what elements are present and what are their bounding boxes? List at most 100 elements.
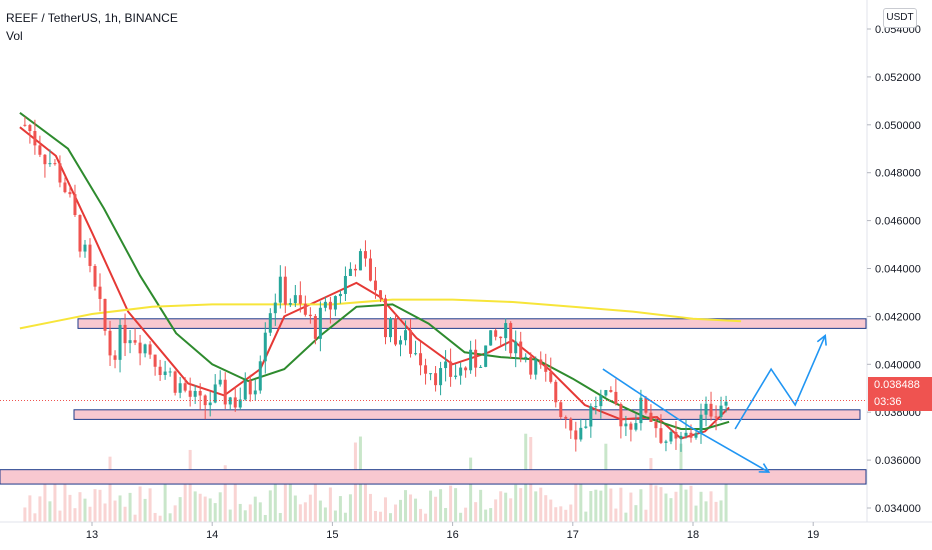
candle (28, 123, 32, 144)
volume-bar (444, 507, 448, 522)
candle (569, 417, 573, 439)
candle-body (243, 380, 247, 400)
bar-countdown-tag: 03:36 (868, 394, 932, 411)
candle-body (584, 426, 588, 428)
price-tick-label: 0.044000 (875, 264, 921, 276)
candle-body (98, 286, 102, 299)
volume-bar (504, 492, 508, 522)
volume-bar (594, 489, 598, 522)
volume-bar (218, 492, 222, 522)
candle (353, 264, 357, 277)
price-axis[interactable]: 0.0540000.0520000.0500000.0480000.046000… (867, 24, 921, 515)
candle (138, 334, 142, 366)
candle (534, 356, 538, 380)
time-axis[interactable]: 13 14 15 16 17 18 19 (86, 522, 819, 541)
candle (664, 439, 668, 452)
volume-bar (288, 483, 292, 522)
candle (649, 404, 653, 423)
volume-bar (388, 513, 392, 522)
currency-button[interactable]: USDT (883, 8, 917, 28)
candle (93, 264, 97, 291)
candle (373, 266, 377, 299)
volume-bar (343, 512, 347, 522)
volume-bar (368, 493, 372, 522)
volume-bar (98, 489, 102, 522)
candle-body (569, 418, 573, 431)
candle (298, 281, 302, 313)
zone (77, 318, 867, 329)
volume-bar (303, 502, 307, 522)
candle-body (579, 427, 583, 440)
candle-body (719, 405, 723, 417)
volume-bar (48, 501, 52, 522)
candle-body (444, 361, 448, 369)
volume-bar (499, 491, 503, 522)
candle (213, 374, 217, 404)
candle (444, 350, 448, 382)
candle-body (78, 215, 82, 252)
candle-body (323, 301, 327, 308)
candle (48, 149, 52, 167)
volume-bar (33, 513, 37, 522)
candle (388, 317, 392, 343)
candle (624, 415, 628, 437)
candle-body (233, 397, 237, 408)
volume-bar (609, 488, 613, 522)
candle-body (564, 416, 568, 419)
volume-bar (308, 494, 312, 522)
candle (308, 307, 312, 324)
volume-bar (654, 485, 658, 522)
candle (674, 421, 678, 450)
candle-body (153, 354, 157, 367)
volume-bar (43, 482, 47, 522)
candle-body (188, 390, 192, 397)
candle-body (263, 332, 267, 362)
candle (338, 290, 342, 304)
candle-body (273, 302, 277, 314)
volume-bar (519, 488, 523, 522)
candle (609, 386, 613, 393)
candle (43, 154, 47, 178)
candle-body (674, 432, 678, 439)
candle-body (669, 432, 673, 442)
volume-bar (233, 484, 237, 522)
volume-legend-label: Vol (6, 29, 23, 43)
volume-bar (394, 504, 398, 522)
candle-body (694, 433, 698, 438)
candle (579, 418, 583, 442)
candle (554, 379, 558, 408)
volume-bar (574, 482, 578, 522)
candle-body (479, 366, 483, 368)
volume-bar (709, 491, 713, 522)
volume-bar (474, 502, 478, 522)
candle (589, 403, 593, 438)
volume-bar (439, 489, 443, 522)
candle (644, 395, 648, 415)
volume-bar (664, 493, 668, 522)
candle-body (664, 441, 668, 443)
candle-body (298, 295, 302, 304)
candle (394, 313, 398, 347)
volume-bar (158, 515, 162, 522)
candle-body (594, 406, 598, 408)
candle (714, 405, 718, 431)
volume-bar (338, 496, 342, 522)
price-tick-label: 0.034000 (875, 503, 921, 515)
volume-bar (213, 503, 217, 522)
candle-body (313, 316, 317, 339)
candle (439, 361, 443, 396)
candle-body (223, 379, 227, 405)
candle-body (333, 296, 337, 310)
candle-body (514, 341, 518, 354)
candle (424, 358, 428, 385)
volume-bar (509, 498, 513, 522)
volume-bar (23, 507, 27, 522)
volume-bar (424, 513, 428, 522)
volume-bar (429, 490, 433, 522)
volume-bar (619, 487, 623, 522)
volume-bar (383, 497, 387, 522)
volume-bar (554, 507, 558, 522)
candle (358, 248, 362, 271)
volume-bar (449, 485, 453, 522)
